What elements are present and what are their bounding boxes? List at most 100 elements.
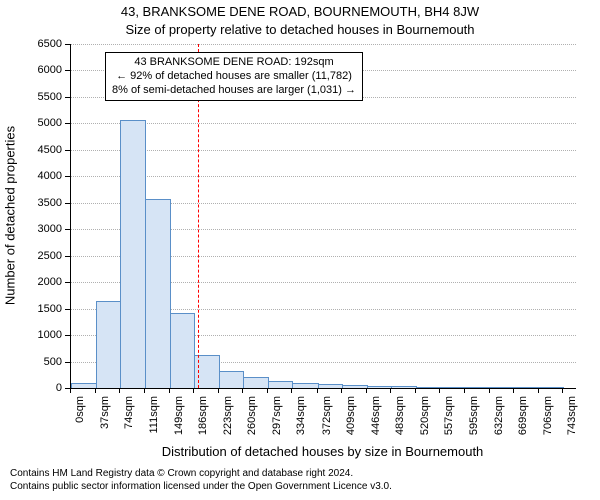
- x-axis-title: Distribution of detached houses by size …: [70, 444, 575, 459]
- histogram-bar: [219, 371, 245, 388]
- ytick-mark: [65, 97, 70, 98]
- histogram-bar: [96, 301, 122, 388]
- ytick-mark: [65, 150, 70, 151]
- histogram-bar: [440, 387, 466, 388]
- ytick-label: 6000: [22, 64, 62, 76]
- xtick-label: 372sqm: [321, 396, 333, 446]
- ytick-mark: [65, 309, 70, 310]
- xtick-label: 669sqm: [517, 396, 529, 446]
- xtick-mark: [415, 388, 416, 393]
- gridline: [71, 150, 576, 151]
- ytick-label: 3000: [22, 223, 62, 235]
- xtick-label: 743sqm: [566, 396, 578, 446]
- ytick-label: 6500: [22, 38, 62, 50]
- xtick-label: 111sqm: [148, 396, 160, 446]
- histogram-bar: [145, 199, 171, 388]
- histogram-bar: [514, 387, 540, 388]
- histogram-bar: [120, 120, 146, 388]
- xtick-mark: [366, 388, 367, 393]
- xtick-label: 260sqm: [246, 396, 258, 446]
- ytick-label: 1000: [22, 329, 62, 341]
- xtick-label: 557sqm: [443, 396, 455, 446]
- xtick-mark: [291, 388, 292, 393]
- histogram-bar: [539, 387, 565, 388]
- xtick-label: 409sqm: [345, 396, 357, 446]
- xtick-mark: [317, 388, 318, 393]
- footer: Contains HM Land Registry data © Crown c…: [10, 468, 392, 493]
- histogram-bar: [342, 385, 368, 388]
- ytick-label: 2500: [22, 250, 62, 262]
- ytick-label: 4000: [22, 170, 62, 182]
- histogram-bar: [391, 386, 417, 388]
- histogram-bar: [367, 386, 393, 388]
- ytick-label: 5500: [22, 91, 62, 103]
- ytick-mark: [65, 70, 70, 71]
- xtick-mark: [95, 388, 96, 393]
- xtick-label: 0sqm: [74, 396, 86, 446]
- xtick-label: 149sqm: [173, 396, 185, 446]
- xtick-label: 223sqm: [222, 396, 234, 446]
- ytick-mark: [65, 203, 70, 204]
- xtick-label: 520sqm: [419, 396, 431, 446]
- xtick-mark: [70, 388, 71, 393]
- xtick-mark: [513, 388, 514, 393]
- histogram-bar: [416, 387, 442, 388]
- histogram-bar: [243, 377, 269, 388]
- xtick-mark: [119, 388, 120, 393]
- gridline: [71, 176, 576, 177]
- xtick-mark: [144, 388, 145, 393]
- xtick-mark: [169, 388, 170, 393]
- annotation-box: 43 BRANKSOME DENE ROAD: 192sqm← 92% of d…: [105, 52, 363, 101]
- ytick-label: 0: [22, 382, 62, 394]
- title-main: 43, BRANKSOME DENE ROAD, BOURNEMOUTH, BH…: [0, 4, 600, 19]
- footer-line2: Contains public sector information licen…: [10, 481, 392, 494]
- xtick-label: 595sqm: [468, 396, 480, 446]
- ytick-mark: [65, 176, 70, 177]
- ytick-label: 1500: [22, 303, 62, 315]
- xtick-mark: [341, 388, 342, 393]
- ytick-label: 3500: [22, 197, 62, 209]
- histogram-bar: [292, 383, 318, 388]
- ytick-label: 2000: [22, 276, 62, 288]
- xtick-mark: [390, 388, 391, 393]
- xtick-label: 74sqm: [123, 396, 135, 446]
- histogram-bar: [490, 387, 516, 388]
- xtick-label: 706sqm: [542, 396, 554, 446]
- xtick-label: 297sqm: [271, 396, 283, 446]
- ytick-mark: [65, 229, 70, 230]
- footer-line1: Contains HM Land Registry data © Crown c…: [10, 468, 392, 481]
- xtick-label: 446sqm: [370, 396, 382, 446]
- xtick-label: 37sqm: [99, 396, 111, 446]
- xtick-mark: [489, 388, 490, 393]
- annotation-line: ← 92% of detached houses are smaller (11…: [112, 70, 356, 84]
- xtick-label: 186sqm: [197, 396, 209, 446]
- plot-area: 43 BRANKSOME DENE ROAD: 192sqm← 92% of d…: [70, 44, 576, 389]
- ytick-mark: [65, 335, 70, 336]
- ytick-mark: [65, 282, 70, 283]
- ytick-label: 5000: [22, 117, 62, 129]
- xtick-label: 483sqm: [394, 396, 406, 446]
- xtick-mark: [439, 388, 440, 393]
- ytick-mark: [65, 256, 70, 257]
- xtick-mark: [218, 388, 219, 393]
- ytick-label: 4500: [22, 144, 62, 156]
- y-axis-title: Number of detached properties: [3, 116, 18, 316]
- ytick-mark: [65, 123, 70, 124]
- xtick-mark: [193, 388, 194, 393]
- gridline: [71, 123, 576, 124]
- ytick-mark: [65, 44, 70, 45]
- xtick-mark: [464, 388, 465, 393]
- xtick-label: 632sqm: [493, 396, 505, 446]
- xtick-mark: [538, 388, 539, 393]
- xtick-mark: [562, 388, 563, 393]
- figure: 43, BRANKSOME DENE ROAD, BOURNEMOUTH, BH…: [0, 0, 600, 500]
- annotation-line: 43 BRANKSOME DENE ROAD: 192sqm: [112, 56, 356, 70]
- histogram-bar: [71, 383, 97, 388]
- xtick-mark: [242, 388, 243, 393]
- histogram-bar: [465, 387, 491, 388]
- annotation-line: 8% of semi-detached houses are larger (1…: [112, 84, 356, 98]
- ytick-mark: [65, 362, 70, 363]
- xtick-mark: [267, 388, 268, 393]
- histogram-bar: [268, 381, 294, 388]
- histogram-bar: [318, 384, 344, 388]
